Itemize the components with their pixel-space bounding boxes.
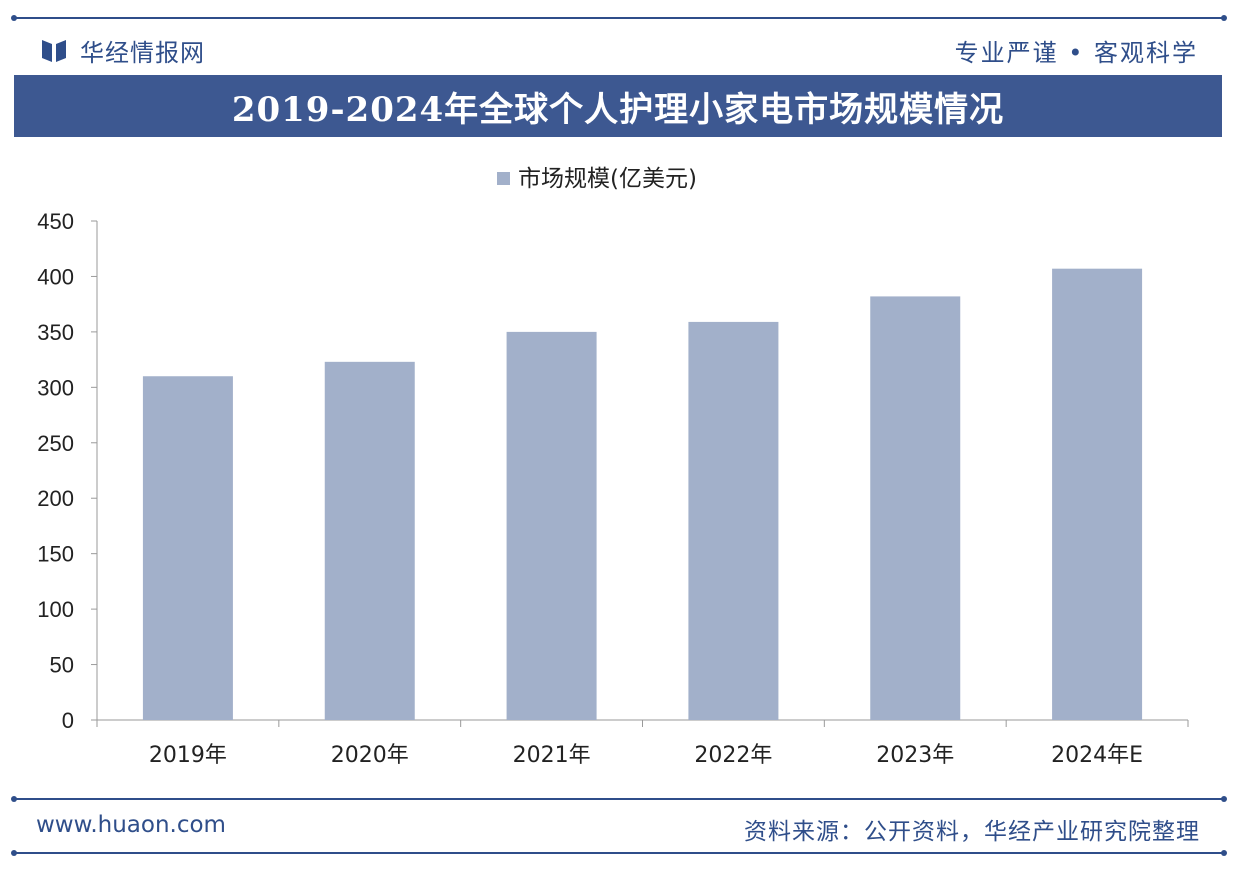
bottom-rule	[11, 850, 1227, 856]
bar	[506, 331, 597, 720]
legend-label: 市场规模(亿美元)	[518, 166, 697, 192]
y-tick-label: 350	[37, 320, 74, 345]
footer-top-rule	[11, 796, 1227, 802]
logo-icon	[42, 39, 66, 62]
y-tick-label: 100	[37, 597, 74, 622]
y-tick-label: 400	[37, 264, 74, 289]
y-tick-label: 0	[62, 708, 74, 733]
y-tick-label: 450	[37, 209, 74, 234]
bar	[324, 361, 415, 720]
brand: 华经情报网	[40, 33, 205, 68]
bar	[142, 376, 233, 720]
y-tick-label: 250	[37, 431, 74, 456]
legend-swatch	[497, 172, 510, 185]
website-link[interactable]: www.huaon.com	[36, 812, 226, 838]
x-tick-label: 2019年	[149, 743, 227, 768]
y-tick-label: 50	[50, 653, 74, 678]
y-tick-label: 200	[37, 486, 74, 511]
y-tick-label: 300	[37, 375, 74, 400]
bar	[1052, 268, 1143, 720]
x-tick-label: 2022年	[694, 743, 772, 768]
bar-chart: 市场规模(亿美元) 0 50 100 150 200 250 300 350 400 450 2019…	[37, 166, 1189, 768]
bar	[688, 321, 779, 720]
y-tick-label: 150	[37, 542, 74, 567]
x-tick-label: 2023年	[876, 743, 954, 768]
bar	[870, 296, 961, 720]
source-note: 资料来源：公开资料，华经产业研究院整理	[744, 819, 1200, 845]
brand-name: 华经情报网	[80, 39, 205, 67]
top-rule	[11, 15, 1227, 21]
x-tick-label: 2024年E	[1051, 743, 1143, 768]
title-bar: 2019-2024年全球个人护理小家电市场规模情况	[14, 75, 1222, 137]
slogan: 专业严谨 • 客观科学	[954, 39, 1198, 67]
x-tick-label: 2021年	[513, 743, 591, 768]
chart-title: 2019-2024年全球个人护理小家电市场规模情况	[231, 89, 1005, 130]
x-tick-label: 2020年	[331, 743, 409, 768]
